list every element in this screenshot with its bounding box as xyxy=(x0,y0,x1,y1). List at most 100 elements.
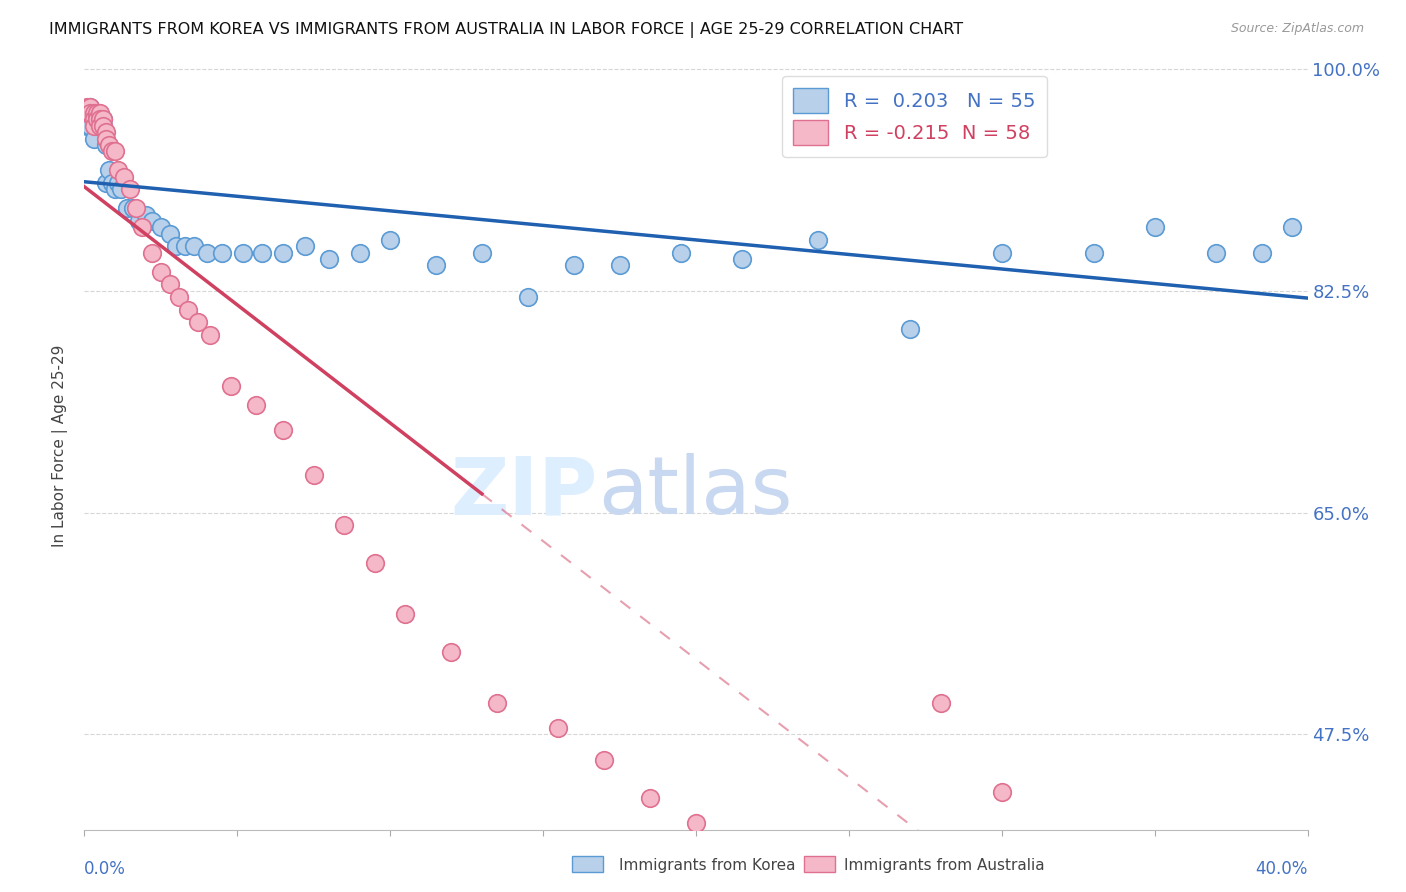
Point xyxy=(159,277,181,292)
Point xyxy=(380,233,402,247)
Point xyxy=(471,245,494,260)
Point xyxy=(97,163,120,178)
Point xyxy=(89,119,111,133)
Point xyxy=(440,645,463,659)
Point xyxy=(807,233,830,247)
Point xyxy=(89,112,111,127)
Point xyxy=(122,201,145,215)
Point xyxy=(104,145,127,159)
Point xyxy=(91,112,114,127)
Point xyxy=(302,467,325,482)
Point xyxy=(394,607,416,621)
Point xyxy=(883,880,905,892)
Point xyxy=(79,106,101,120)
Point xyxy=(86,112,108,127)
Point xyxy=(547,721,569,735)
Point xyxy=(94,176,117,190)
Point xyxy=(97,137,120,152)
Point xyxy=(838,867,860,881)
Point xyxy=(211,245,233,260)
Point xyxy=(486,696,509,710)
Point xyxy=(195,245,218,260)
Point xyxy=(731,252,754,266)
Point xyxy=(731,847,754,862)
Point xyxy=(159,227,181,241)
Point xyxy=(1281,220,1303,235)
Point xyxy=(131,220,153,235)
Point xyxy=(79,106,101,120)
Point xyxy=(1250,245,1272,260)
Point xyxy=(83,119,105,133)
Legend: R =  0.203   N = 55, R = -0.215  N = 58: R = 0.203 N = 55, R = -0.215 N = 58 xyxy=(782,76,1047,157)
Text: 40.0%: 40.0% xyxy=(1256,860,1308,879)
Point xyxy=(929,696,952,710)
Point xyxy=(898,322,921,336)
Point xyxy=(333,518,356,533)
Point xyxy=(86,112,108,127)
Point xyxy=(86,106,108,120)
Point xyxy=(167,290,190,304)
Point xyxy=(110,182,132,196)
Point xyxy=(250,245,273,260)
Point xyxy=(112,169,135,184)
Point xyxy=(76,100,98,114)
Point xyxy=(83,112,105,127)
Point xyxy=(149,265,172,279)
Point xyxy=(776,861,799,875)
Point xyxy=(425,258,447,272)
Point xyxy=(1114,886,1136,892)
Point xyxy=(91,112,114,127)
Point xyxy=(271,245,294,260)
Point xyxy=(128,214,150,228)
Point xyxy=(94,137,117,152)
Point xyxy=(183,239,205,253)
Point xyxy=(149,220,172,235)
Y-axis label: In Labor Force | Age 25-29: In Labor Force | Age 25-29 xyxy=(52,345,69,547)
Point xyxy=(89,106,111,120)
Point xyxy=(186,315,208,329)
Point xyxy=(89,119,111,133)
Point xyxy=(86,119,108,133)
Point xyxy=(294,239,316,253)
Point xyxy=(177,302,200,317)
Text: 0.0%: 0.0% xyxy=(84,860,127,879)
Point xyxy=(1205,245,1227,260)
Point xyxy=(135,208,157,222)
Point xyxy=(991,784,1014,798)
FancyBboxPatch shape xyxy=(804,856,835,872)
Point xyxy=(318,252,340,266)
Point xyxy=(198,328,221,343)
Point xyxy=(516,290,538,304)
Point xyxy=(364,556,387,570)
Point xyxy=(1052,880,1074,892)
Text: atlas: atlas xyxy=(598,453,793,531)
Point xyxy=(76,119,98,133)
Point xyxy=(638,790,661,805)
Point xyxy=(685,816,707,830)
Point xyxy=(86,112,108,127)
Point xyxy=(219,378,242,392)
Point xyxy=(79,119,101,133)
Point xyxy=(83,106,105,120)
Point xyxy=(76,106,98,120)
Point xyxy=(79,100,101,114)
Point xyxy=(91,119,114,133)
Point xyxy=(101,176,124,190)
Point xyxy=(609,258,631,272)
Point xyxy=(1083,245,1105,260)
Point xyxy=(245,398,267,412)
Point xyxy=(125,201,148,215)
Point xyxy=(83,112,105,127)
Point xyxy=(669,245,692,260)
Point xyxy=(107,176,129,190)
Point xyxy=(232,245,254,260)
Point xyxy=(271,423,294,437)
Point xyxy=(174,239,197,253)
Point xyxy=(104,182,127,196)
Point xyxy=(101,145,124,159)
Point xyxy=(83,131,105,145)
Text: Immigrants from Korea: Immigrants from Korea xyxy=(619,858,796,872)
Point xyxy=(91,119,114,133)
Text: IMMIGRANTS FROM KOREA VS IMMIGRANTS FROM AUSTRALIA IN LABOR FORCE | AGE 25-29 CO: IMMIGRANTS FROM KOREA VS IMMIGRANTS FROM… xyxy=(49,22,963,38)
Point xyxy=(562,258,585,272)
